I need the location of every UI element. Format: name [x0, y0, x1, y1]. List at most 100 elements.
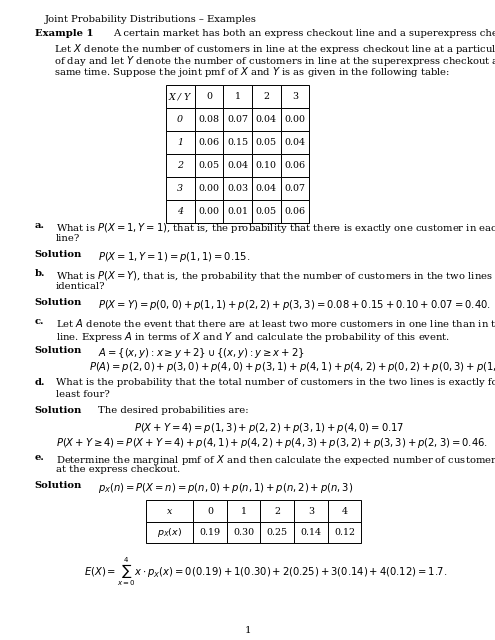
Bar — [260, 522, 294, 543]
Bar — [227, 500, 260, 522]
Bar — [195, 108, 223, 131]
Bar — [252, 200, 281, 223]
Text: e.: e. — [35, 453, 45, 462]
Bar — [252, 154, 281, 177]
Text: What is $P(X = Y)$, that is, the probability that the number of customers in the: What is $P(X = Y)$, that is, the probabi… — [56, 269, 495, 284]
Bar — [294, 500, 328, 522]
Bar — [146, 500, 193, 522]
Bar — [223, 131, 252, 154]
Text: 1: 1 — [235, 92, 241, 101]
Text: a.: a. — [35, 221, 45, 230]
Text: 1: 1 — [241, 506, 247, 516]
Text: 0.05: 0.05 — [198, 161, 219, 170]
Text: identical?: identical? — [56, 282, 105, 291]
Text: The desired probabilities are:: The desired probabilities are: — [98, 406, 248, 415]
Text: 1: 1 — [244, 626, 251, 635]
Bar — [252, 177, 281, 200]
Text: 0.01: 0.01 — [227, 207, 248, 216]
Text: 0.00: 0.00 — [198, 184, 219, 193]
Text: 0.00: 0.00 — [285, 115, 305, 124]
Text: Example 1: Example 1 — [35, 29, 93, 38]
Text: line. Express $A$ in terms of $X$ and $Y$ and calculate the probability of this : line. Express $A$ in terms of $X$ and $Y… — [56, 330, 450, 344]
Bar — [252, 131, 281, 154]
Text: d.: d. — [35, 378, 45, 387]
Bar — [166, 154, 195, 177]
Text: 1: 1 — [177, 138, 183, 147]
Text: What is the probability that the total number of customers in the two lines is e: What is the probability that the total n… — [56, 378, 495, 387]
Text: least four?: least four? — [56, 390, 110, 399]
Text: 2: 2 — [263, 92, 269, 101]
Text: $p_X(n) = P(X = n) = p(n, 0) + p(n, 1) + p(n, 2) + p(n, 3)$: $p_X(n) = P(X = n) = p(n, 0) + p(n, 1) +… — [98, 481, 353, 495]
Bar — [252, 85, 281, 108]
Text: line?: line? — [56, 234, 80, 243]
Bar — [223, 154, 252, 177]
Bar — [281, 108, 309, 131]
Bar — [195, 177, 223, 200]
Text: 3: 3 — [308, 506, 314, 516]
Text: $P(A) = p(2, 0) + p(3, 0) + p(4, 0) + p(3, 1) + p(4, 1) + p(4, 2) + p(0, 2) + p(: $P(A) = p(2, 0) + p(3, 0) + p(4, 0) + p(… — [89, 360, 495, 374]
Text: Let $A$ denote the event that there are at least two more customers in one line : Let $A$ denote the event that there are … — [56, 317, 495, 330]
Text: 2: 2 — [274, 506, 280, 516]
Bar — [193, 500, 227, 522]
Bar — [195, 154, 223, 177]
Bar — [260, 500, 294, 522]
Text: 0.06: 0.06 — [285, 161, 305, 170]
Bar — [166, 131, 195, 154]
Text: 0.08: 0.08 — [198, 115, 219, 124]
Text: A certain market has both an express checkout line and a superexpress checkout l: A certain market has both an express che… — [113, 29, 495, 38]
Text: $P(X = 1, Y = 1) = p(1, 1) = 0.15.$: $P(X = 1, Y = 1) = p(1, 1) = 0.15.$ — [98, 250, 249, 264]
Bar — [328, 500, 361, 522]
Bar — [294, 522, 328, 543]
Text: 0.07: 0.07 — [227, 115, 248, 124]
Text: same time. Suppose the joint pmf of $X$ and $Y$ is as given in the following tab: same time. Suppose the joint pmf of $X$ … — [54, 65, 450, 79]
Text: Solution: Solution — [35, 250, 82, 259]
Text: 0.04: 0.04 — [256, 184, 277, 193]
Bar — [193, 522, 227, 543]
Bar — [195, 200, 223, 223]
Text: of day and let $Y$ denote the number of customers in line at the superexpress ch: of day and let $Y$ denote the number of … — [54, 54, 495, 68]
Bar — [281, 154, 309, 177]
Text: Solution: Solution — [35, 346, 82, 355]
Text: What is $P(X = 1, Y = 1)$, that is, the probability that there is exactly one cu: What is $P(X = 1, Y = 1)$, that is, the … — [56, 221, 495, 236]
Bar — [281, 177, 309, 200]
Text: c.: c. — [35, 317, 44, 326]
Text: 0.03: 0.03 — [227, 184, 248, 193]
Bar — [281, 200, 309, 223]
Text: 0.05: 0.05 — [256, 207, 277, 216]
Text: 0.00: 0.00 — [198, 207, 219, 216]
Text: $E(X) = \sum_{x=0}^{4} x \cdot p_X(x) = 0(0.19) + 1(0.30) + 2(0.25) + 3(0.14) + : $E(X) = \sum_{x=0}^{4} x \cdot p_X(x) = … — [84, 556, 447, 588]
Bar — [223, 85, 252, 108]
Text: x: x — [167, 506, 172, 516]
Text: 0.06: 0.06 — [198, 138, 219, 147]
Text: 0: 0 — [206, 92, 212, 101]
Text: 0.10: 0.10 — [256, 161, 277, 170]
Bar — [227, 522, 260, 543]
Text: Determine the marginal pmf of $X$ and then calculate the expected number of cust: Determine the marginal pmf of $X$ and th… — [56, 453, 495, 467]
Text: Joint Probability Distributions – Examples: Joint Probability Distributions – Exampl… — [45, 15, 256, 24]
Text: 0: 0 — [207, 506, 213, 516]
Bar — [195, 85, 223, 108]
Bar — [166, 200, 195, 223]
Bar — [166, 108, 195, 131]
Text: 0.04: 0.04 — [285, 138, 305, 147]
Bar — [166, 177, 195, 200]
Bar — [146, 522, 193, 543]
Bar — [281, 131, 309, 154]
Text: 0.12: 0.12 — [334, 527, 355, 537]
Text: $P(X + Y = 4) = p(1, 3) + p(2, 2) + p(3, 1) + p(4, 0) = 0.17$: $P(X + Y = 4) = p(1, 3) + p(2, 2) + p(3,… — [134, 421, 404, 435]
Text: 3: 3 — [177, 184, 183, 193]
Text: 0.14: 0.14 — [300, 527, 321, 537]
Text: 3: 3 — [292, 92, 298, 101]
Bar — [223, 108, 252, 131]
Text: $P(X = Y) = p(0, 0) + p(1, 1) + p(2, 2) + p(3, 3) = 0.08 + 0.15 + 0.10 + 0.07 = : $P(X = Y) = p(0, 0) + p(1, 1) + p(2, 2) … — [98, 298, 491, 312]
Bar — [223, 177, 252, 200]
Text: 0.15: 0.15 — [227, 138, 248, 147]
Text: 0: 0 — [177, 115, 183, 124]
Text: X / Y: X / Y — [169, 92, 191, 101]
Text: 4: 4 — [177, 207, 183, 216]
Text: 2: 2 — [177, 161, 183, 170]
Text: Solution: Solution — [35, 298, 82, 307]
Bar — [252, 108, 281, 131]
Text: 0.05: 0.05 — [256, 138, 277, 147]
Text: Solution: Solution — [35, 406, 82, 415]
